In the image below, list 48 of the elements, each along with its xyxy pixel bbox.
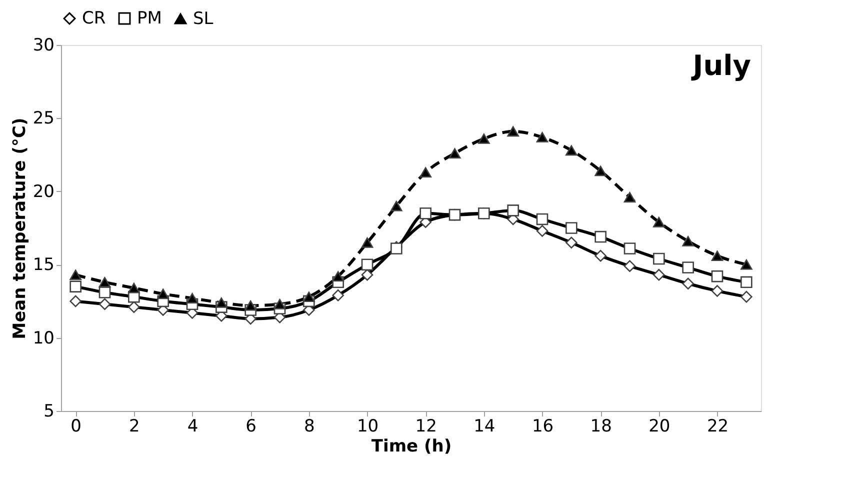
- y-tick-label: 20: [32, 182, 54, 202]
- point: [536, 132, 548, 142]
- x-tick-label: 12: [415, 416, 437, 436]
- point: [244, 300, 256, 311]
- y-tick-label: 5: [44, 402, 54, 422]
- point: [70, 270, 82, 280]
- point: [128, 282, 140, 294]
- y-tick-label: 10: [32, 328, 54, 348]
- legend-label: CR: [82, 8, 106, 29]
- point: [98, 276, 111, 288]
- point: [332, 271, 344, 282]
- x-tick-label: 18: [590, 416, 612, 436]
- point: [216, 297, 228, 308]
- x-tick-label: 10: [356, 416, 379, 436]
- point: [420, 167, 432, 178]
- x-tick-label: 20: [648, 416, 670, 436]
- x-tick-label: 8: [304, 416, 315, 436]
- point: [390, 200, 402, 212]
- x-tick-label: 2: [129, 416, 140, 436]
- legend-label: SL: [193, 8, 214, 29]
- point: [303, 292, 315, 302]
- x-tick-label: 6: [246, 416, 256, 436]
- x-tick-label: 16: [532, 416, 554, 436]
- chart-title: July: [690, 49, 751, 82]
- point: [711, 250, 724, 262]
- point: [740, 259, 752, 270]
- point: [507, 126, 519, 137]
- x-tick-label: 0: [70, 416, 82, 436]
- point: [682, 236, 694, 246]
- y-tick-label: 30: [32, 36, 54, 56]
- x-tick-label: 14: [474, 416, 496, 436]
- point: [448, 148, 461, 159]
- point: [361, 237, 374, 248]
- x-axis-title: Time (h): [371, 436, 452, 456]
- point: [624, 192, 636, 202]
- point: [594, 166, 606, 176]
- point: [157, 288, 169, 300]
- x-tick-label: 22: [706, 416, 729, 436]
- point: [653, 216, 665, 228]
- y-axis-title: Mean temperature (°C): [10, 118, 30, 340]
- y-tick-label: 15: [32, 255, 54, 276]
- point: [186, 293, 198, 304]
- x-tick-label: 4: [187, 416, 198, 436]
- y-tick-label: 25: [32, 108, 54, 129]
- point: [566, 145, 578, 156]
- point: [274, 298, 286, 310]
- legend-label: PM: [137, 8, 162, 29]
- point: [478, 134, 490, 144]
